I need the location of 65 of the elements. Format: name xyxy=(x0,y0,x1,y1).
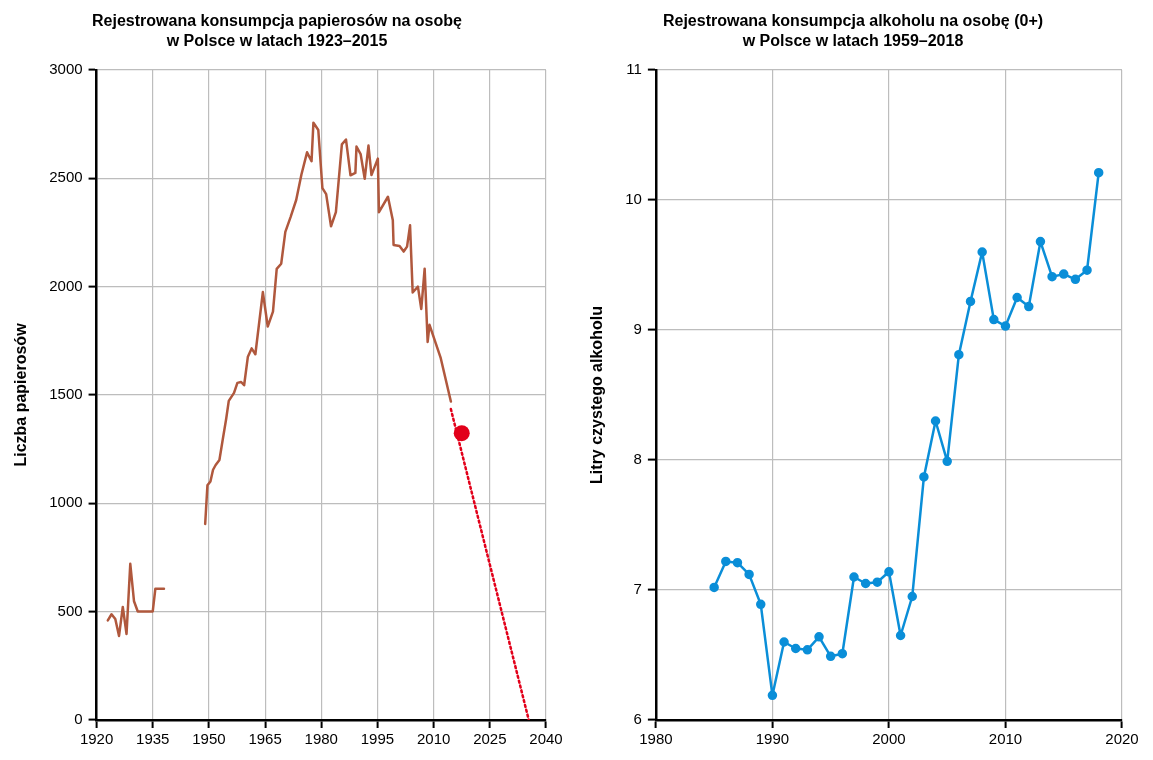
y-axis-title: Litry czystego alkoholu xyxy=(588,306,606,484)
point xyxy=(895,630,906,641)
point xyxy=(837,648,848,659)
y-axis-title: Liczba papierosów xyxy=(12,322,30,467)
point xyxy=(907,591,917,602)
point xyxy=(930,416,941,426)
y-tick-label: 11 xyxy=(626,60,642,78)
x-tick-label: 2025 xyxy=(473,730,507,748)
x-tick-label: 1935 xyxy=(136,730,170,748)
y-tick-label: 6 xyxy=(633,710,642,728)
y-tick-label: 0 xyxy=(74,710,83,728)
y-tick-label: 2000 xyxy=(49,276,83,294)
point xyxy=(1058,269,1069,279)
point xyxy=(1093,167,1104,178)
point xyxy=(779,637,789,647)
point xyxy=(767,690,778,701)
y-tick-label: 8 xyxy=(633,450,642,468)
point xyxy=(790,643,801,654)
y-tick-label: 7 xyxy=(633,580,642,598)
point xyxy=(965,296,976,307)
x-tick-label: 1965 xyxy=(248,730,282,748)
y-tick-label: 500 xyxy=(57,601,83,619)
point xyxy=(1000,321,1011,331)
point xyxy=(1035,236,1046,247)
x-tick-label: 1980 xyxy=(639,730,673,748)
x-tick-label: 1980 xyxy=(304,730,338,748)
point xyxy=(884,567,894,577)
point xyxy=(1082,265,1092,275)
point xyxy=(977,247,987,257)
x-tick-label: 2000 xyxy=(872,730,906,748)
point xyxy=(732,557,743,568)
x-tick-label: 1950 xyxy=(192,730,226,748)
point xyxy=(721,556,731,567)
point xyxy=(954,349,964,360)
y-tick-label: 3000 xyxy=(49,60,83,78)
y-tick-label: 1000 xyxy=(49,493,83,511)
point xyxy=(1070,274,1081,285)
point xyxy=(919,472,929,482)
point xyxy=(1012,292,1022,303)
point xyxy=(872,577,883,587)
y-tick-label: 10 xyxy=(625,190,642,208)
point xyxy=(756,599,766,610)
chart-title: Rejestrowana konsumpcja papierosów na osobę w Polsce w latach 1923–2015 xyxy=(92,12,463,50)
point xyxy=(825,651,836,662)
y-tick-label: 1500 xyxy=(49,385,83,403)
point xyxy=(849,572,859,582)
x-tick-label: 1920 xyxy=(79,730,114,748)
point xyxy=(1047,271,1057,282)
point xyxy=(989,314,999,325)
y-tick-label: 9 xyxy=(633,320,642,338)
y-tick-label: 2500 xyxy=(49,168,83,186)
point xyxy=(860,578,871,589)
chart-title: Rejestrowana konsumpcja alkoholu na osobę (0+) w Polsce w latach 1959–2018 xyxy=(662,12,1044,50)
x-tick-label: 2010 xyxy=(416,730,451,748)
point xyxy=(942,456,952,467)
point xyxy=(814,632,824,642)
point xyxy=(802,645,813,655)
point xyxy=(744,569,754,580)
x-tick-label: 1995 xyxy=(360,730,395,748)
x-tick-label: 2010 xyxy=(988,730,1023,748)
point xyxy=(1024,301,1034,312)
x-tick-label: 1990 xyxy=(755,730,790,748)
x-tick-label: 2040 xyxy=(529,730,563,748)
x-tick-label: 2020 xyxy=(1105,730,1139,748)
point xyxy=(709,582,719,593)
